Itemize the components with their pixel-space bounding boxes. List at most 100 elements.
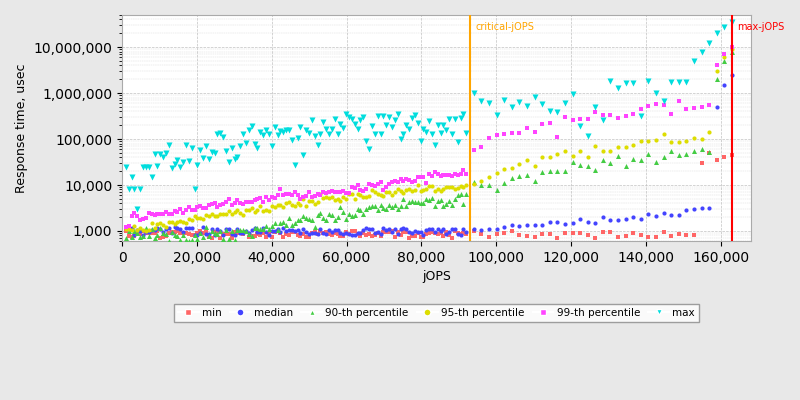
Point xyxy=(134,233,146,240)
Point xyxy=(179,207,192,214)
Point xyxy=(362,193,375,199)
Point xyxy=(475,182,488,188)
Point xyxy=(282,232,295,238)
Point xyxy=(702,149,715,155)
Point xyxy=(422,196,435,203)
Point xyxy=(604,217,617,223)
Point xyxy=(490,132,503,138)
Point xyxy=(475,227,488,233)
Point xyxy=(177,232,190,239)
Point xyxy=(302,216,315,222)
Point xyxy=(437,172,450,178)
Point xyxy=(260,194,273,200)
Point xyxy=(627,142,640,148)
Point xyxy=(348,120,361,127)
Point xyxy=(237,227,250,233)
Point xyxy=(400,122,413,128)
Point xyxy=(389,116,402,123)
Point xyxy=(151,232,164,239)
Point xyxy=(467,179,480,186)
Point xyxy=(457,167,470,174)
Point xyxy=(449,196,462,203)
Point xyxy=(426,226,438,232)
Point xyxy=(650,213,662,220)
Point xyxy=(665,212,678,218)
Point xyxy=(240,229,253,235)
Point xyxy=(490,230,503,237)
Point xyxy=(202,213,215,219)
Point xyxy=(234,226,246,233)
Point xyxy=(294,202,307,208)
Point xyxy=(612,85,625,92)
Point xyxy=(266,194,278,200)
Text: max-jOPS: max-jOPS xyxy=(738,22,785,32)
Point xyxy=(340,216,353,222)
Point xyxy=(322,226,335,233)
Point xyxy=(122,225,135,232)
Point xyxy=(402,126,415,132)
Point xyxy=(422,183,435,190)
Point xyxy=(409,228,422,234)
Point xyxy=(454,231,467,237)
Point xyxy=(248,233,261,239)
Point xyxy=(217,232,230,238)
Point xyxy=(409,198,422,205)
Point xyxy=(246,227,258,234)
Point xyxy=(446,173,458,179)
Point xyxy=(148,226,161,233)
Point xyxy=(380,229,393,236)
Point xyxy=(128,228,141,234)
Point xyxy=(222,158,235,165)
Point xyxy=(451,184,464,191)
Point xyxy=(288,228,301,234)
Point xyxy=(342,114,355,120)
Point xyxy=(695,136,708,142)
Point xyxy=(162,142,175,148)
Point xyxy=(142,164,155,170)
Point xyxy=(246,205,258,212)
Point xyxy=(506,228,518,234)
Point xyxy=(389,189,402,195)
Point xyxy=(194,229,206,236)
Point xyxy=(157,221,170,228)
Point xyxy=(171,233,184,240)
Point xyxy=(146,227,158,233)
Point xyxy=(521,102,534,109)
Point xyxy=(148,229,161,236)
Point xyxy=(262,226,275,232)
Point xyxy=(254,226,266,232)
Point xyxy=(380,122,393,128)
Point xyxy=(228,156,241,162)
Point xyxy=(217,211,230,218)
Point xyxy=(582,232,594,238)
Point xyxy=(191,162,204,168)
Point xyxy=(214,202,226,208)
Point xyxy=(297,194,310,200)
Point xyxy=(391,111,404,118)
Point xyxy=(300,126,313,133)
Point xyxy=(248,197,261,203)
Point xyxy=(417,126,430,132)
Point xyxy=(159,149,172,156)
Point xyxy=(122,228,135,234)
Point xyxy=(311,190,324,197)
Point xyxy=(498,179,510,186)
Point xyxy=(246,123,258,129)
Point xyxy=(726,46,738,52)
Point xyxy=(597,116,610,123)
Point xyxy=(442,184,455,190)
Point xyxy=(368,203,381,209)
Point xyxy=(280,190,293,197)
Point xyxy=(422,226,435,232)
Point xyxy=(382,225,395,232)
Point xyxy=(389,226,402,232)
Point xyxy=(168,161,181,168)
Point xyxy=(282,215,295,222)
Point xyxy=(334,233,347,240)
Point xyxy=(326,212,338,219)
Point xyxy=(211,213,224,219)
Point xyxy=(280,127,293,133)
Point xyxy=(142,210,155,216)
Point xyxy=(726,152,738,158)
Point xyxy=(320,126,333,132)
